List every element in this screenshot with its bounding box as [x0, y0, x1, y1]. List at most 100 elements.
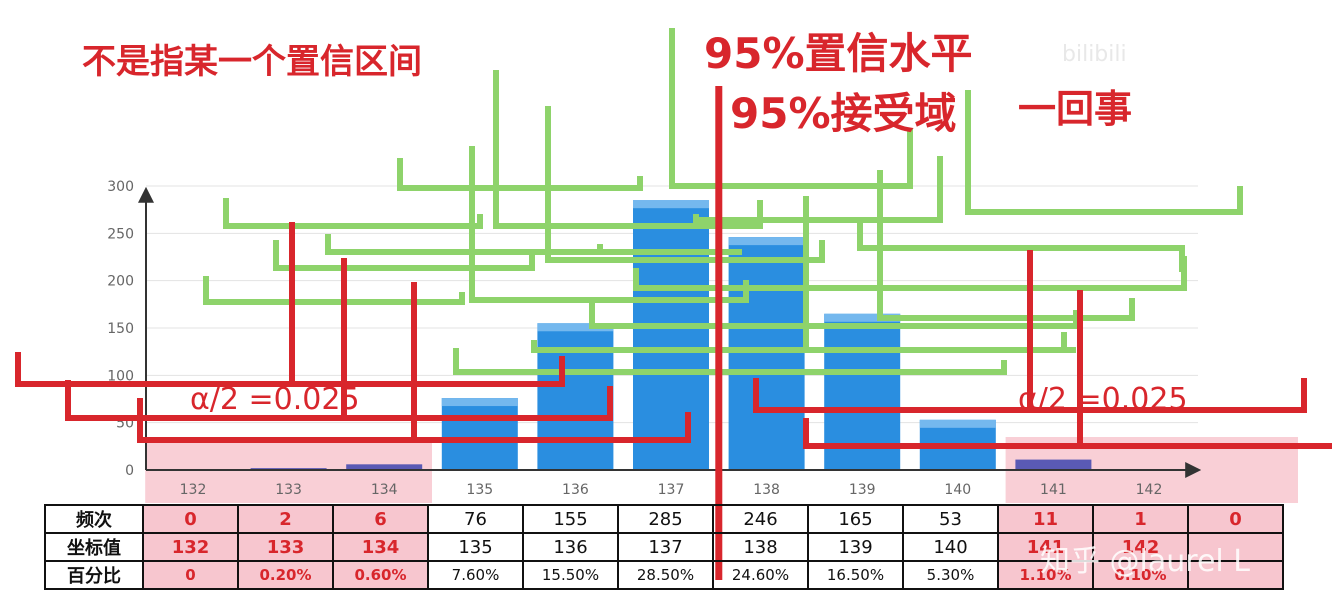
cell-frequency: 6: [332, 504, 429, 534]
bar-highlight: [824, 313, 901, 322]
interval-bracket-green: [545, 106, 825, 263]
watermark-zhihu: 知乎 @laurel L: [1040, 544, 1250, 579]
cell-percent: 7.60%: [427, 560, 524, 590]
cell-percent: 0: [142, 560, 239, 590]
cell-coordinate: 137: [617, 532, 714, 562]
row-label-coordinate: 坐标值: [44, 532, 144, 562]
cell-percent: 0.20%: [237, 560, 334, 590]
y-tick-label: 250: [107, 226, 134, 242]
x-tick-label: 141: [1040, 482, 1067, 498]
bar-highlight: [633, 200, 709, 209]
cell-frequency: 165: [807, 504, 904, 534]
cell-coordinate: 135: [427, 532, 524, 562]
y-tick-label: 300: [107, 179, 134, 195]
cell-percent: 0.60%: [332, 560, 429, 590]
y-tick-label: 200: [107, 274, 134, 290]
annotation-confidence-level: 95%置信水平: [704, 29, 973, 78]
cell-percent: 1.10%: [997, 560, 1094, 590]
cell-coordinate: [1187, 532, 1284, 562]
cell-percent: [1187, 560, 1284, 590]
x-tick-label: 139: [849, 482, 876, 498]
interval-bracket-green: [273, 240, 535, 271]
cell-frequency: 1: [1092, 504, 1189, 534]
bar: [728, 237, 805, 470]
x-tick-label: 135: [466, 482, 493, 498]
y-tick-label: 100: [107, 368, 134, 384]
cell-frequency: 0: [1187, 504, 1284, 534]
annotation-alpha-left: α/2 =0.025: [190, 382, 360, 417]
x-tick-label: 137: [658, 482, 685, 498]
cell-percent: 15.50%: [522, 560, 619, 590]
cell-percent: 28.50%: [617, 560, 714, 590]
cell-coordinate: 132: [142, 532, 239, 562]
cell-frequency: 2: [237, 504, 334, 534]
interval-bracket-green: [693, 156, 943, 223]
cell-coordinate: 134: [332, 532, 429, 562]
interval-bracket-green: [453, 348, 1007, 375]
frequency-table: 频次 0 2 6 76 155 285 246 165 53 11 1 0 坐标值 132 133 134…: [44, 504, 1284, 590]
cell-frequency: 285: [617, 504, 714, 534]
cell-frequency: 76: [427, 504, 524, 534]
annotation-alpha-right: α/2 =0.025: [1018, 382, 1188, 417]
interval-bracket-green: [493, 70, 763, 229]
bar: [1015, 459, 1092, 470]
row-label-frequency: 频次: [44, 504, 144, 534]
x-tick-label: 133: [275, 482, 302, 498]
x-tick-label: 140: [944, 482, 971, 498]
interval-bracket-green: [857, 222, 1185, 272]
watermark-bilibili: bilibili: [1062, 42, 1127, 67]
interval-bracket-green: [203, 276, 465, 305]
interval-bracket-green: [803, 196, 1076, 353]
cell-frequency: 53: [902, 504, 999, 534]
cell-frequency: 155: [522, 504, 619, 534]
cell-coordinate: 141: [997, 532, 1094, 562]
bar: [633, 200, 709, 470]
x-tick-label: 138: [753, 482, 780, 498]
bar-highlight: [919, 419, 996, 428]
table-row-percent: 百分比 0 0.20% 0.60% 7.60% 15.50% 28.50% 24.60% 16…: [44, 560, 1284, 590]
cell-coordinate: 133: [237, 532, 334, 562]
cell-percent: 0.10%: [1092, 560, 1189, 590]
interval-bracket-green: [531, 332, 1067, 353]
y-tick-label: 150: [107, 321, 134, 337]
x-tick-label: 142: [1136, 482, 1163, 498]
cell-frequency: 246: [712, 504, 809, 534]
interval-bracket-green: [325, 234, 603, 255]
interval-bracket-red: [803, 418, 1332, 449]
bar-highlight: [537, 323, 614, 332]
x-tick-label: 132: [180, 482, 207, 498]
bar-highlight: [441, 398, 518, 407]
cell-percent: 5.30%: [902, 560, 999, 590]
interval-bracket-red: [65, 380, 613, 421]
row-label-percent: 百分比: [44, 560, 144, 590]
y-tick-label: 0: [125, 463, 134, 479]
table-row-coordinate: 坐标值 132 133 134 135 136 137 138 139 140 141 142: [44, 532, 1284, 562]
bar: [441, 398, 518, 470]
cell-coordinate: 142: [1092, 532, 1189, 562]
interval-bracket-green: [589, 298, 1079, 329]
cell-coordinate: 136: [522, 532, 619, 562]
cell-frequency: 11: [997, 504, 1094, 534]
cell-coordinate: 140: [902, 532, 999, 562]
interval-bracket-green: [669, 28, 913, 189]
interval-bracket-green: [633, 256, 1187, 291]
interval-bracket-green: [965, 90, 1243, 215]
annotation-acceptance-region: 95%接受域: [730, 89, 957, 138]
annotation-same-thing: 一回事: [1018, 87, 1133, 131]
table-row-frequency: 频次 0 2 6 76 155 285 246 165 53 11 1 0: [44, 504, 1284, 534]
cell-coordinate: 139: [807, 532, 904, 562]
cell-frequency: 0: [142, 504, 239, 534]
interval-bracket-green: [877, 170, 1135, 321]
interval-bracket-green: [223, 198, 483, 229]
interval-bracket-green: [397, 158, 643, 191]
bar: [346, 464, 423, 470]
annotation-not-single-interval: 不是指某一个置信区间: [82, 42, 422, 82]
x-tick-label: 134: [371, 482, 398, 498]
bar: [537, 323, 614, 470]
x-tick-label: 136: [562, 482, 589, 498]
cell-coordinate: 138: [712, 532, 809, 562]
cell-percent: 16.50%: [807, 560, 904, 590]
bar-highlight: [728, 237, 805, 246]
cell-percent: 24.60%: [712, 560, 809, 590]
